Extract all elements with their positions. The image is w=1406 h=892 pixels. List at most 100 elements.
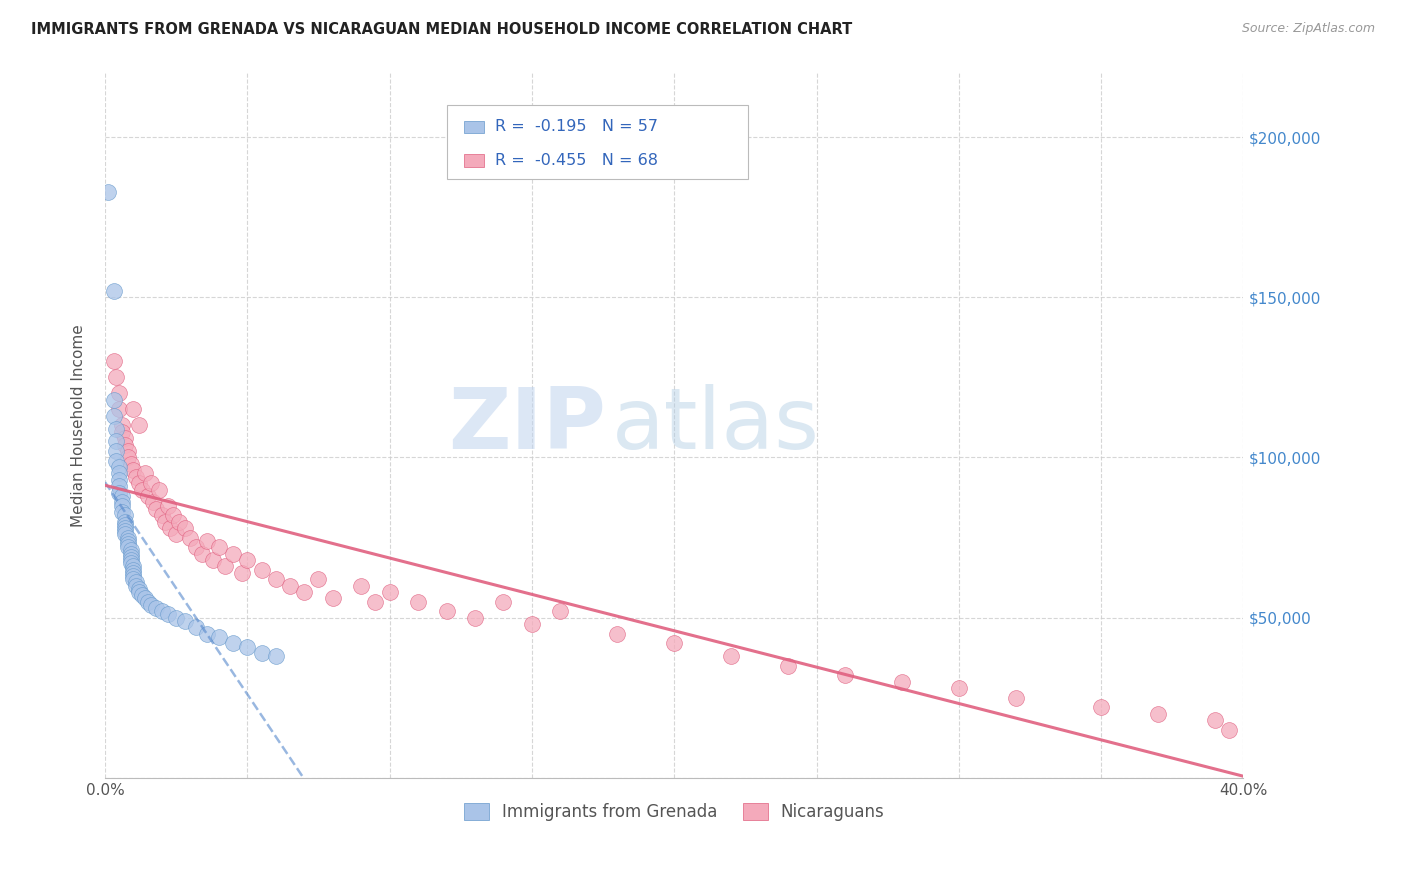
Text: atlas: atlas <box>612 384 820 467</box>
Point <box>114 527 136 541</box>
Point <box>190 547 212 561</box>
Point <box>117 531 139 545</box>
Point <box>97 185 120 199</box>
Point <box>120 553 142 567</box>
Bar <box>464 154 484 167</box>
Point <box>139 598 162 612</box>
Point <box>105 370 128 384</box>
Point <box>167 515 190 529</box>
Text: IMMIGRANTS FROM GRENADA VS NICARAGUAN MEDIAN HOUSEHOLD INCOME CORRELATION CHART: IMMIGRANTS FROM GRENADA VS NICARAGUAN ME… <box>31 22 852 37</box>
Point <box>114 517 136 532</box>
Point <box>117 444 139 458</box>
Point <box>108 386 131 401</box>
Point <box>114 524 136 538</box>
Point <box>264 649 287 664</box>
Point <box>111 489 134 503</box>
Point <box>111 418 134 433</box>
Point <box>184 540 207 554</box>
Point <box>150 508 173 523</box>
Point <box>150 604 173 618</box>
Point <box>173 521 195 535</box>
Point <box>520 617 543 632</box>
Point <box>114 431 136 445</box>
Point <box>778 658 800 673</box>
Point <box>142 495 165 509</box>
Point <box>208 540 231 554</box>
Point <box>105 444 128 458</box>
Point <box>222 636 245 650</box>
Point <box>436 604 458 618</box>
Point <box>108 460 131 475</box>
Y-axis label: Median Household Income: Median Household Income <box>72 324 86 527</box>
Point <box>122 566 145 580</box>
Point <box>103 409 125 423</box>
Point <box>114 515 136 529</box>
Point <box>222 547 245 561</box>
Point <box>117 540 139 554</box>
Point <box>550 604 572 618</box>
Point <box>128 585 150 599</box>
Point <box>108 402 131 417</box>
Point <box>111 499 134 513</box>
Point <box>114 508 136 523</box>
Point <box>131 483 153 497</box>
Point <box>720 649 742 664</box>
Point <box>103 284 125 298</box>
Point <box>105 422 128 436</box>
Point <box>159 521 181 535</box>
Point <box>208 630 231 644</box>
Point <box>231 566 253 580</box>
Point <box>197 533 219 548</box>
Point <box>108 485 131 500</box>
Point <box>122 563 145 577</box>
Point <box>165 610 187 624</box>
Point <box>122 463 145 477</box>
Point <box>103 392 125 407</box>
Point <box>1090 700 1112 714</box>
Point <box>179 531 201 545</box>
Point <box>114 437 136 451</box>
Point <box>128 418 150 433</box>
Point <box>125 575 148 590</box>
Point <box>250 563 273 577</box>
Point <box>134 467 156 481</box>
Point <box>148 483 170 497</box>
Point <box>122 402 145 417</box>
Point <box>278 579 301 593</box>
Point <box>136 595 159 609</box>
Point <box>128 582 150 596</box>
Point <box>125 469 148 483</box>
Text: ZIP: ZIP <box>449 384 606 467</box>
Point <box>111 425 134 439</box>
Point <box>307 572 329 586</box>
Point <box>606 626 628 640</box>
Point <box>139 476 162 491</box>
Point <box>492 595 515 609</box>
Point <box>1204 713 1226 727</box>
Point <box>948 681 970 695</box>
Point <box>664 636 686 650</box>
Point <box>131 588 153 602</box>
Text: Source: ZipAtlas.com: Source: ZipAtlas.com <box>1241 22 1375 36</box>
Point <box>111 505 134 519</box>
Point <box>264 572 287 586</box>
Point <box>165 527 187 541</box>
Point <box>134 591 156 606</box>
Point <box>111 495 134 509</box>
Point <box>214 559 236 574</box>
Point <box>108 479 131 493</box>
Legend: Immigrants from Grenada, Nicaraguans: Immigrants from Grenada, Nicaraguans <box>456 795 893 830</box>
Point <box>136 489 159 503</box>
Point <box>236 640 259 654</box>
Point <box>120 556 142 570</box>
Point <box>1218 723 1240 737</box>
Point <box>197 626 219 640</box>
Point <box>1004 690 1026 705</box>
Point <box>120 549 142 564</box>
Point <box>153 515 176 529</box>
Point <box>202 553 225 567</box>
Text: R =  -0.195   N = 57: R = -0.195 N = 57 <box>495 120 658 135</box>
Point <box>103 354 125 368</box>
Point <box>114 521 136 535</box>
Point <box>122 559 145 574</box>
